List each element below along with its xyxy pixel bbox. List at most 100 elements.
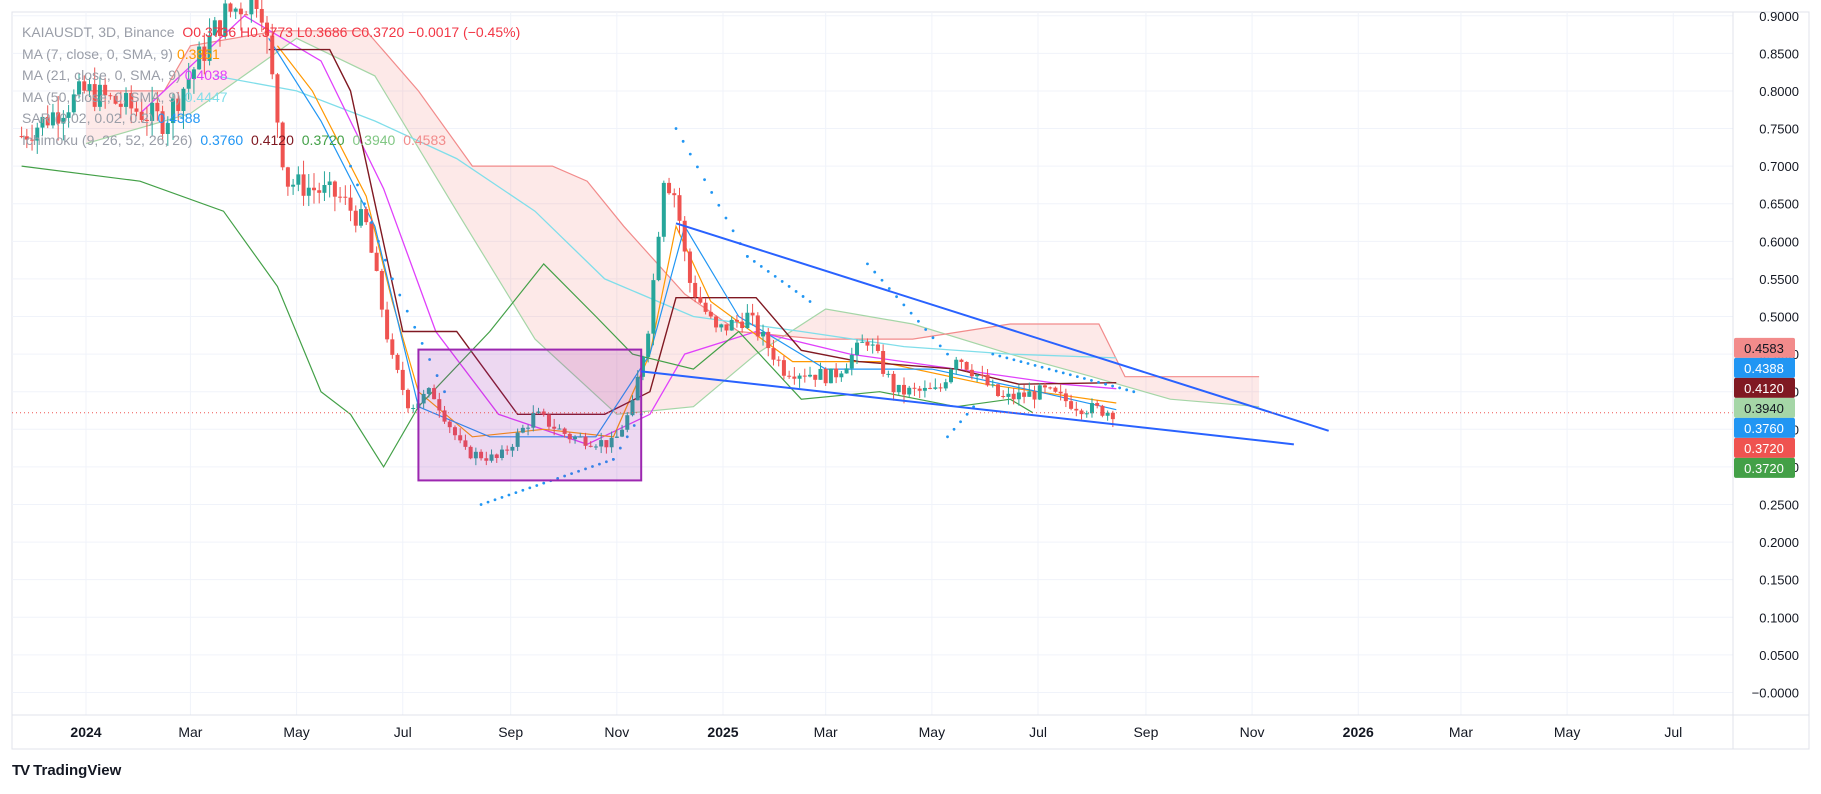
- candle-body: [1022, 392, 1027, 397]
- candle-body: [426, 388, 431, 394]
- candle-body: [97, 84, 102, 107]
- candle-body: [374, 252, 379, 271]
- candle-body: [238, 8, 243, 15]
- candle-body: [886, 373, 891, 375]
- candle-body: [682, 220, 687, 252]
- candle-body: [750, 312, 755, 316]
- price-tick-label: 0.0500: [1759, 648, 1799, 663]
- price-label-bg: [1734, 397, 1795, 418]
- sar-dot: [611, 457, 615, 461]
- sar-dot: [895, 295, 898, 299]
- sar-dot: [766, 269, 770, 273]
- price-label: 0.3940: [1744, 401, 1784, 416]
- legend-ma7-label[interactable]: MA (7, close, 0, SMA, 9): [22, 45, 173, 62]
- candle-body: [155, 102, 160, 112]
- candle-body: [907, 387, 912, 395]
- legend-symbol[interactable]: KAIAUSDT, 3D, Binance: [22, 24, 175, 40]
- candle-body: [458, 435, 463, 441]
- candle-body: [197, 46, 202, 70]
- candle-body: [599, 440, 604, 447]
- indicator-lines: [21, 14, 1117, 469]
- candle-body: [1048, 387, 1053, 389]
- sar-dot: [787, 285, 791, 288]
- candle-body: [254, 0, 259, 9]
- candle-body: [358, 209, 363, 226]
- sar-dot: [1075, 375, 1079, 379]
- sar-dot: [428, 358, 432, 361]
- candle-body: [191, 69, 196, 80]
- sar-dot: [390, 277, 394, 281]
- candle-body: [1089, 403, 1094, 414]
- candle-body: [640, 356, 645, 377]
- price-label-bg: [1734, 457, 1795, 478]
- sar-dot: [1026, 362, 1030, 365]
- price-label-bg: [1734, 437, 1795, 458]
- sar-dot: [413, 325, 417, 329]
- drawings[interactable]: [12, 222, 1733, 482]
- candle-body: [332, 181, 337, 197]
- candle-body: [729, 319, 734, 331]
- sar-dot: [880, 278, 884, 282]
- candle-body: [708, 311, 713, 317]
- legend-ichimoku-label[interactable]: Ichimoku (9, 26, 52, 26, 26): [22, 131, 193, 148]
- time-tick-label: Mar: [178, 724, 202, 740]
- sar-dot: [972, 405, 976, 409]
- candle-body: [766, 331, 771, 349]
- sar-dot: [731, 229, 735, 233]
- candle-body: [672, 193, 677, 196]
- candle-body: [896, 384, 901, 393]
- candle-body: [45, 116, 50, 126]
- candle-body: [1006, 393, 1011, 397]
- legend-ma21-label[interactable]: MA (21, close, 0, SMA, 9): [22, 67, 181, 83]
- candle-body: [405, 389, 410, 409]
- candle-body: [270, 35, 275, 75]
- ichimoku-cloud: [85, 30, 1260, 415]
- candle-body: [144, 119, 149, 121]
- time-axis[interactable]: 2024 Mar May Jul Sep Nov 2025 Mar May Jul Sep Nov 20…: [12, 714, 1809, 740]
- sar-dot: [724, 216, 728, 220]
- candle-body: [24, 136, 29, 140]
- candle-body: [802, 375, 807, 377]
- candle-body: [134, 108, 139, 112]
- candle-body: [661, 182, 666, 237]
- candle-body: [1001, 395, 1006, 397]
- candle-body: [77, 81, 82, 95]
- time-tick-label: Mar: [1449, 724, 1473, 740]
- candle-body: [578, 436, 583, 438]
- candle-body: [1084, 413, 1089, 415]
- legend-ma50-label[interactable]: MA (50, close, 0, SMA, 9): [22, 88, 181, 105]
- price-label-bg: [1734, 357, 1795, 378]
- candle-body: [588, 445, 593, 447]
- sar-dot: [801, 295, 805, 298]
- sar-dot: [570, 472, 573, 476]
- sar-dot: [745, 254, 749, 258]
- candle-body: [1105, 412, 1110, 416]
- accumulation-box: [417, 348, 643, 482]
- sar-dot: [681, 139, 685, 143]
- sar-dot: [1097, 380, 1100, 384]
- upper-trendline: [675, 222, 1329, 432]
- sar-dot: [598, 462, 601, 466]
- candle-body: [693, 282, 698, 297]
- sar-dot: [959, 420, 962, 424]
- candle-body: [92, 84, 97, 107]
- candle-body: [954, 359, 959, 370]
- sar-dot: [618, 446, 622, 450]
- candle-body: [855, 342, 860, 355]
- price-axis[interactable]: 0.9000 0.8500 0.8000 0.7500 0.7000 0.6500 0.60…: [1732, 9, 1799, 749]
- candle-body: [437, 399, 442, 411]
- candle-body: [1053, 387, 1058, 392]
- candle-body: [1074, 408, 1079, 411]
- legend-sar-label[interactable]: SAR (0.02, 0.02, 0.2): [22, 110, 154, 126]
- lagging-span-line: [21, 165, 1034, 469]
- legend-ma21-value: 0.4038: [184, 67, 228, 83]
- candle-body: [714, 316, 719, 328]
- sar-dot: [946, 435, 949, 439]
- candle-body: [218, 20, 223, 36]
- candle-body: [520, 427, 525, 433]
- sar-dot: [486, 500, 490, 504]
- candle-body: [515, 432, 520, 447]
- legend-ohlc: O0.3736 H0.3773 L0.3686 C0.3720 −0.0017 …: [182, 24, 521, 40]
- tradingview-brand[interactable]: TV TradingView: [12, 762, 121, 779]
